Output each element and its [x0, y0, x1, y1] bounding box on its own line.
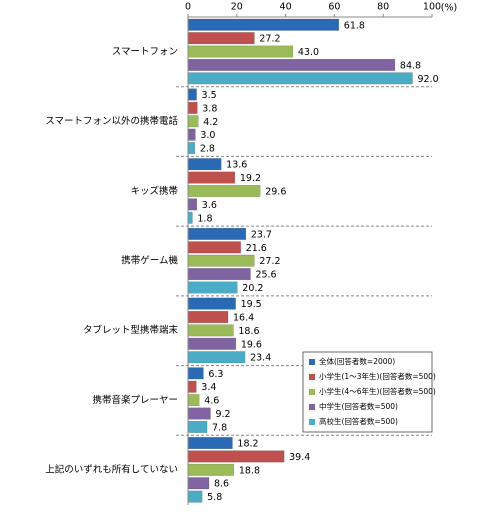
value-label: 18.8	[239, 465, 260, 476]
bar	[187, 227, 247, 240]
bar	[187, 142, 196, 155]
category-label: キッズ携帯	[130, 185, 178, 197]
value-label: 2.8	[200, 144, 215, 155]
value-label: 19.6	[241, 339, 262, 350]
value-label: 5.8	[207, 492, 222, 503]
category-label: 携帯音楽プレーヤー	[92, 394, 178, 406]
bar	[187, 211, 193, 224]
x-tick-label: 40	[280, 2, 292, 13]
value-label: 23.7	[251, 229, 272, 240]
x-tick-label: 100	[423, 2, 441, 13]
x-tick-label: 60	[328, 2, 340, 13]
value-label: 3.6	[202, 200, 217, 211]
value-label: 43.0	[298, 47, 319, 58]
value-label: 29.6	[265, 186, 286, 197]
category-label: タブレット型携帯端末	[83, 324, 179, 336]
value-label: 61.8	[344, 20, 365, 31]
legend-label: 全体(回答者数=2000)	[319, 356, 395, 366]
value-label: 84.8	[400, 60, 421, 71]
x-tick-label: 0	[185, 2, 191, 13]
bar	[187, 380, 197, 393]
legend-swatch	[309, 419, 315, 425]
value-label: 8.6	[214, 479, 229, 490]
value-label: 4.6	[204, 396, 219, 407]
bar	[187, 420, 208, 433]
value-label: 39.4	[289, 452, 310, 463]
bar	[187, 45, 294, 58]
bar	[187, 394, 200, 407]
value-label: 21.6	[246, 243, 267, 254]
value-label: 9.2	[215, 409, 230, 420]
value-label: 92.0	[417, 74, 438, 85]
value-label: 3.4	[201, 382, 216, 393]
value-label: 13.6	[226, 160, 247, 171]
legend-swatch	[309, 359, 315, 365]
bar	[187, 281, 238, 294]
legend-label: 中学生(回答者数=500)	[319, 401, 398, 411]
unit-label: (%)	[441, 3, 457, 14]
value-label: 23.4	[250, 353, 271, 364]
bar	[187, 254, 255, 267]
value-label: 18.6	[238, 326, 259, 337]
bar	[187, 241, 241, 254]
bar	[187, 407, 211, 420]
legend-swatch	[309, 404, 315, 410]
bar	[187, 367, 204, 380]
legend-box	[302, 351, 433, 433]
value-label: 3.0	[200, 130, 215, 141]
bar	[187, 297, 236, 310]
bar	[187, 72, 413, 85]
bar	[187, 437, 233, 450]
bar	[187, 171, 236, 184]
bar	[187, 450, 285, 463]
legend-label: 高校生(回答者数=500)	[319, 416, 398, 426]
x-tick-label: 80	[377, 2, 389, 13]
x-tick-label: 20	[231, 2, 243, 13]
bar	[187, 490, 203, 503]
bar	[187, 351, 246, 364]
category-label: スマートフォン	[112, 46, 178, 57]
bar	[187, 101, 198, 114]
value-label: 19.5	[241, 299, 262, 310]
value-label: 7.8	[212, 422, 227, 433]
value-label: 4.2	[203, 117, 218, 128]
bar	[187, 198, 198, 211]
value-label: 6.3	[208, 369, 223, 380]
category-label: スマートフォン以外の携帯電話	[45, 115, 178, 127]
value-label: 27.2	[259, 256, 280, 267]
value-label: 1.8	[197, 213, 212, 224]
value-label: 16.4	[233, 313, 254, 324]
bar	[187, 18, 340, 31]
value-label: 20.2	[242, 283, 263, 294]
bar	[187, 115, 199, 128]
bar	[187, 184, 261, 197]
bar	[187, 268, 251, 281]
value-label: 25.6	[255, 270, 276, 281]
legend-swatch	[309, 374, 315, 380]
value-label: 3.8	[202, 103, 217, 114]
value-label: 18.2	[237, 439, 258, 450]
bar	[187, 32, 255, 45]
bar	[187, 128, 196, 141]
value-label: 27.2	[259, 34, 280, 45]
bar	[187, 58, 396, 71]
legend-label: 小学生(4～6年生)(回答者数=500)	[319, 386, 436, 396]
bar	[187, 324, 234, 337]
value-label: 3.5	[202, 90, 217, 101]
bar	[187, 337, 237, 350]
bar	[187, 88, 197, 101]
category-label: 上記のいずれも所有していない	[45, 464, 178, 476]
legend-swatch	[309, 389, 315, 395]
bar	[187, 158, 222, 171]
bar	[187, 311, 229, 324]
legend-label: 小学生(1～3年生)(回答者数=500)	[319, 371, 436, 381]
bar	[187, 477, 210, 490]
value-label: 19.2	[240, 173, 261, 184]
category-label: 携帯ゲーム機	[121, 255, 178, 267]
bar	[187, 463, 235, 476]
